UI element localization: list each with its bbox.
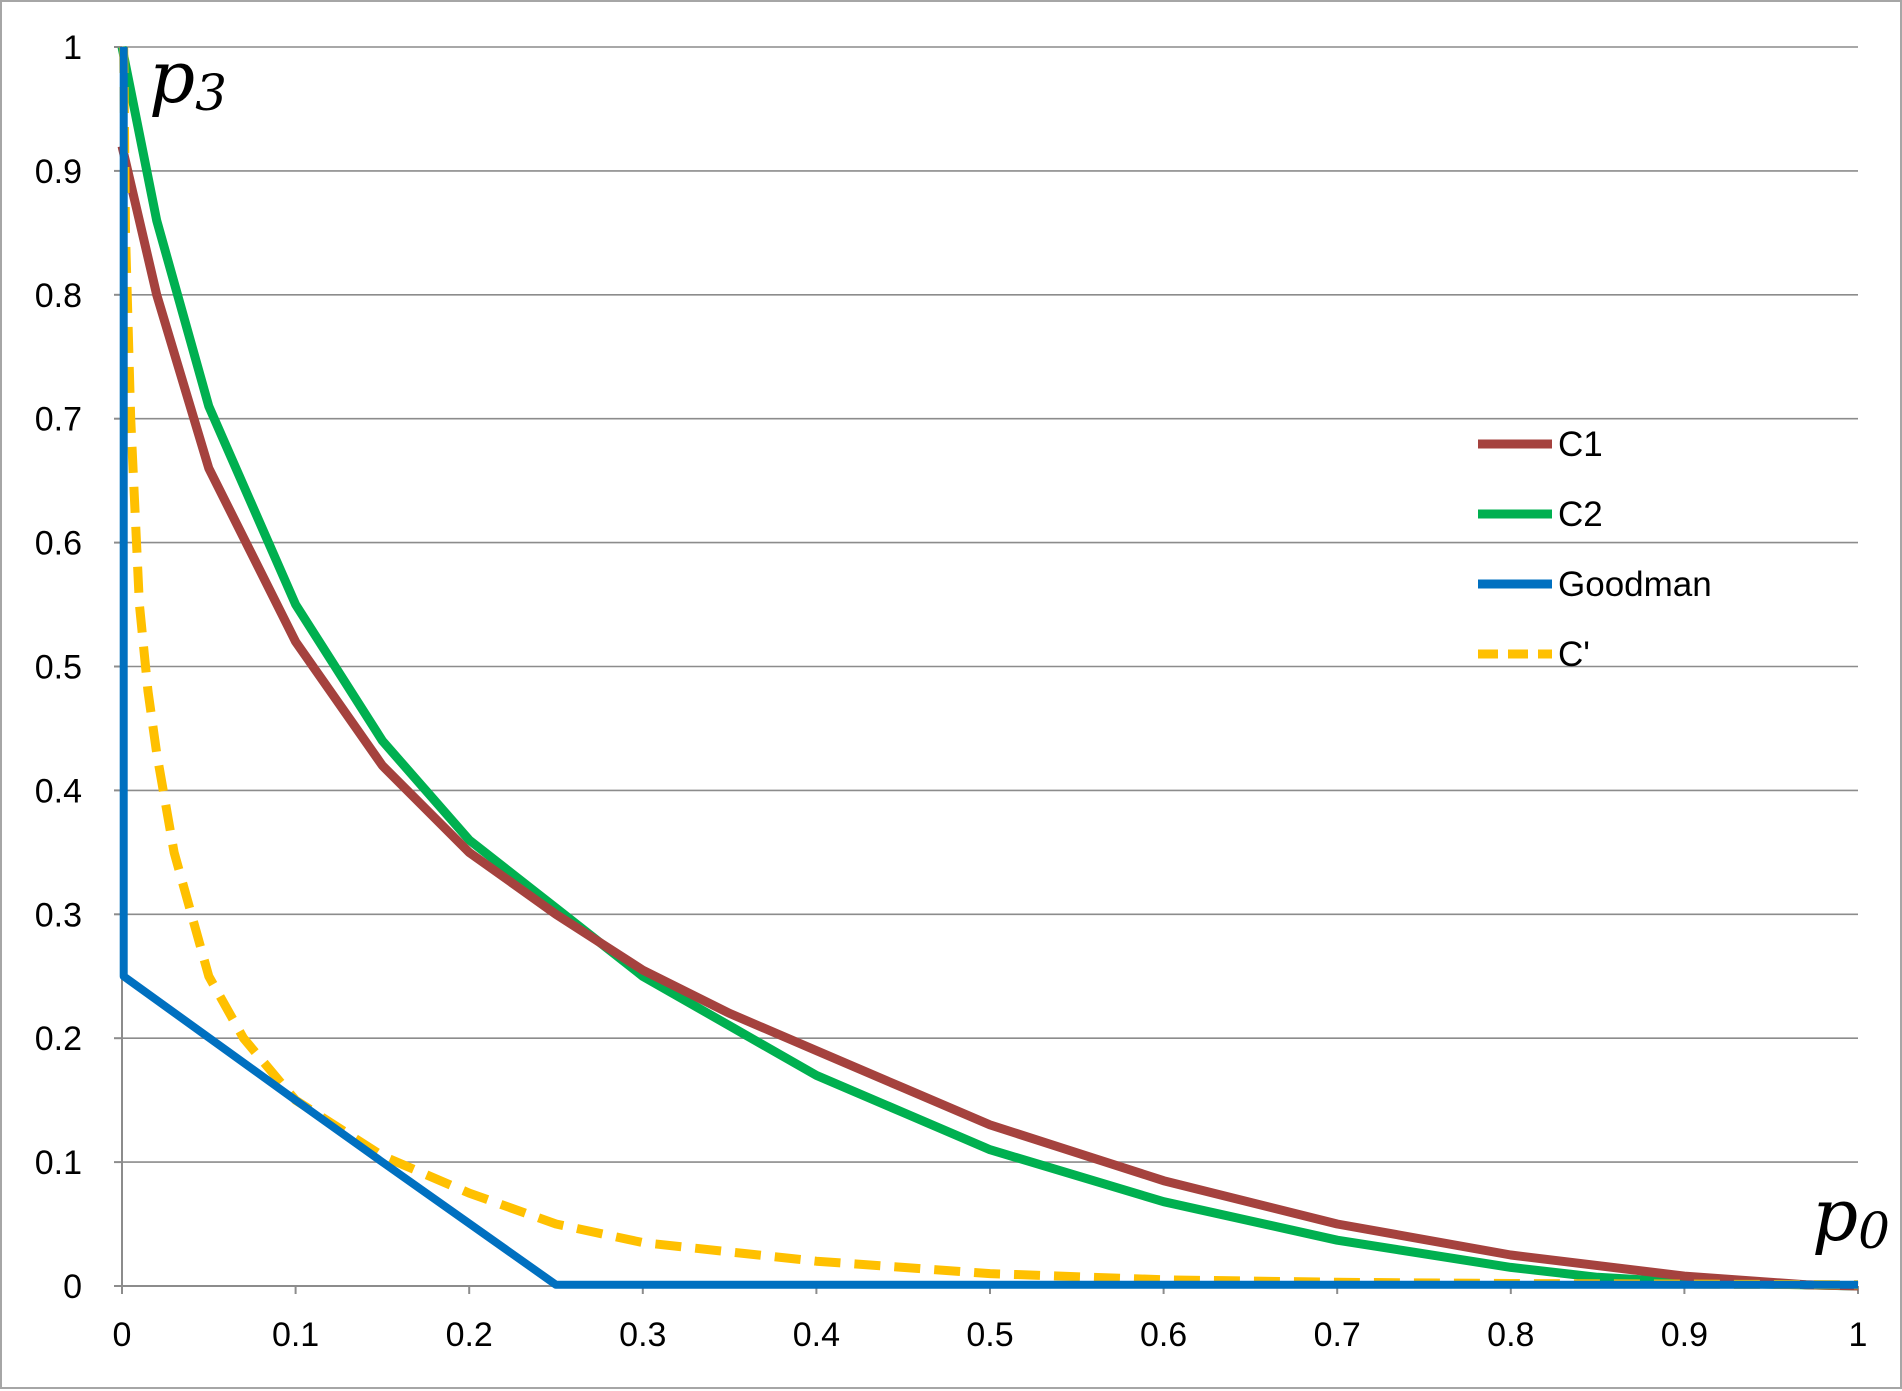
y-tick-label-0.4: 0.4: [35, 772, 82, 810]
y-tick-label-0.7: 0.7: [35, 401, 82, 439]
x-axis-title: p0: [1812, 1173, 1890, 1260]
y-tick-label-1: 1: [63, 29, 82, 67]
y-tick-label-0: 0: [63, 1268, 82, 1306]
x-tick-label-0: 0: [113, 1316, 132, 1354]
y-tick-label-0.8: 0.8: [35, 277, 82, 315]
x-axis-title-base: p: [1812, 1173, 1858, 1257]
legend-label-c-: C': [1558, 635, 1590, 674]
x-tick-label-0.6: 0.6: [1140, 1316, 1187, 1354]
series-line-c2: [117, 46, 1859, 1291]
y-tick-labels: 0 0.1 0.2 0.3 0.4 0.5 0.6 0.7 0.8 0.9 1: [35, 29, 82, 1306]
series-line-goodman: [119, 47, 1858, 1289]
x-tick-label-0.4: 0.4: [793, 1316, 840, 1354]
x-tick-label-0.5: 0.5: [966, 1316, 1013, 1354]
x-tick-label-0.2: 0.2: [446, 1316, 493, 1354]
x-tick-label-0.8: 0.8: [1487, 1316, 1534, 1354]
y-tick-label-0.5: 0.5: [35, 649, 82, 687]
y-tick-label-0.6: 0.6: [35, 525, 82, 563]
y-tick-label-0.1: 0.1: [35, 1144, 82, 1182]
y-tick-label-0.3: 0.3: [35, 896, 82, 934]
x-tick-label-0.7: 0.7: [1314, 1316, 1361, 1354]
legend-label-goodman: Goodman: [1558, 565, 1712, 604]
y-axis-title-base: p: [149, 35, 195, 119]
series-line-c1: [117, 145, 1859, 1291]
x-tick-label-0.9: 0.9: [1661, 1316, 1708, 1354]
y-tick-label-0.9: 0.9: [35, 153, 82, 191]
y-axis-title: p3: [149, 35, 227, 122]
gridlines: [122, 46, 1858, 1287]
legend-label-c2: C2: [1558, 495, 1603, 534]
x-axis-title-sub: 0: [1858, 1202, 1890, 1260]
series-layer: [117, 46, 1859, 1291]
x-tick-label-0.3: 0.3: [619, 1316, 666, 1354]
x-tick-label-1: 1: [1849, 1316, 1868, 1354]
legend-label-c1: C1: [1558, 425, 1603, 464]
legend: C1 C2 Goodman C': [1478, 425, 1712, 674]
x-tick-labels: 0 0.1 0.2 0.3 0.4 0.5 0.6 0.7 0.8 0.9 1: [113, 1316, 1868, 1354]
axes: [114, 46, 1859, 1294]
y-axis-title-sub: 3: [195, 64, 227, 122]
x-tick-label-0.1: 0.1: [272, 1316, 319, 1354]
y-tick-label-0.2: 0.2: [35, 1020, 82, 1058]
